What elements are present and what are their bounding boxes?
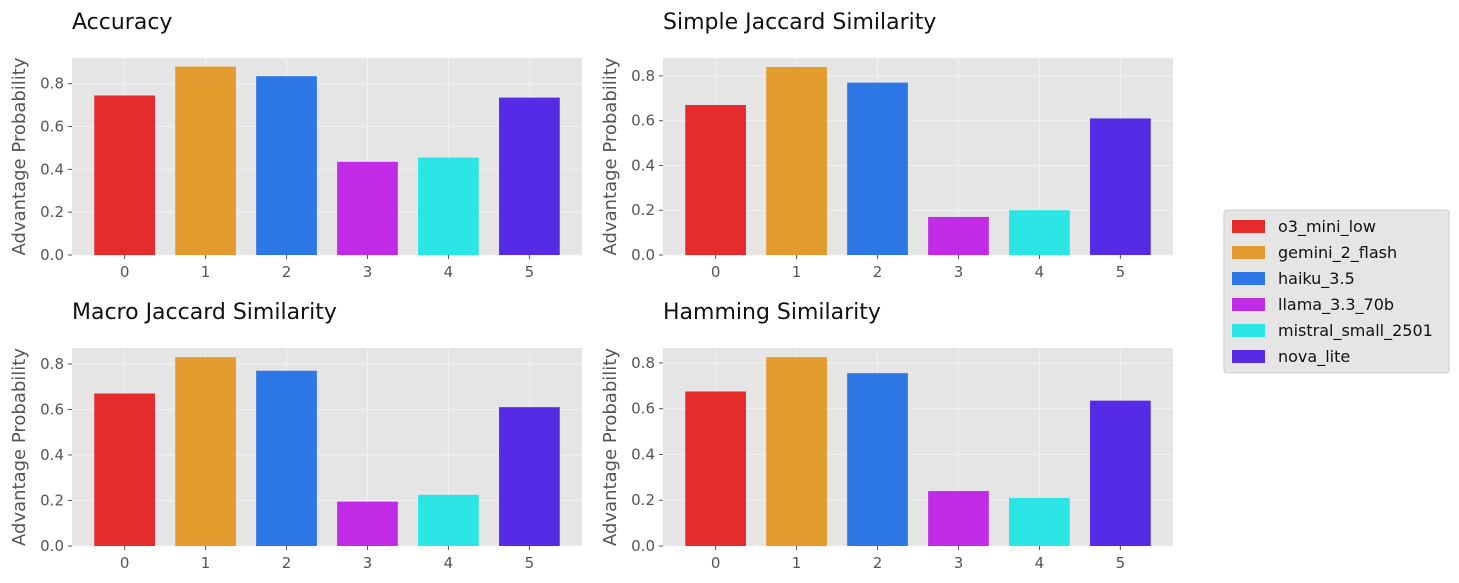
bar-5 [499, 97, 560, 255]
legend-label-0: o3_mini_low [1278, 217, 1376, 237]
y-tick-label: 0.8 [40, 355, 64, 373]
x-tick-label: 0 [711, 554, 721, 572]
x-tick-label: 5 [1116, 263, 1126, 281]
bar-1 [766, 357, 827, 546]
x-tick-label: 2 [873, 263, 883, 281]
y-tick-label: 0.0 [40, 537, 64, 555]
chart-title: Macro Jaccard Similarity [72, 300, 337, 325]
bar-2 [256, 76, 317, 256]
bar-1 [175, 66, 236, 255]
legend-label-4: mistral_small_2501 [1278, 321, 1433, 341]
y-tick-label: 0.0 [631, 537, 655, 555]
bar-5 [1090, 118, 1151, 256]
plot-area-0 [72, 58, 582, 255]
y-tick-label: 0.6 [40, 118, 64, 136]
x-tick-label: 3 [363, 554, 373, 572]
x-tick-label: 2 [873, 554, 883, 572]
legend-label-2: haiku_3.5 [1278, 269, 1355, 289]
x-tick-label: 5 [525, 263, 535, 281]
bar-2 [256, 370, 317, 546]
x-tick-label: 4 [1035, 263, 1045, 281]
y-axis-label: Advantage Probability [9, 348, 30, 546]
y-tick-label: 0.8 [631, 354, 655, 372]
chart-title: Simple Jaccard Similarity [663, 10, 936, 35]
bar-1 [175, 357, 236, 546]
y-tick-label: 0.0 [40, 246, 64, 264]
x-tick-label: 0 [120, 263, 130, 281]
y-tick-label: 0.4 [631, 156, 655, 174]
bar-4 [1009, 497, 1070, 546]
x-tick-label: 3 [954, 263, 964, 281]
bar-3 [337, 161, 398, 255]
legend-label-1: gemini_2_flash [1278, 243, 1397, 263]
bar-2 [847, 82, 908, 255]
y-tick-label: 0.0 [631, 246, 655, 264]
x-tick-label: 4 [444, 554, 454, 572]
bar-3 [928, 216, 989, 255]
bar-3 [337, 501, 398, 546]
x-tick-label: 1 [201, 554, 211, 572]
legend-swatch-0 [1232, 220, 1265, 233]
y-tick-label: 0.2 [631, 491, 655, 509]
bar-2 [847, 373, 908, 546]
y-tick-label: 0.2 [40, 203, 64, 221]
x-tick-label: 5 [525, 554, 535, 572]
bar-4 [418, 157, 479, 255]
x-tick-label: 2 [282, 554, 292, 572]
legend-label-5: nova_lite [1278, 347, 1350, 367]
bar-0 [685, 391, 746, 546]
bar-3 [928, 491, 989, 546]
y-tick-label: 0.6 [631, 400, 655, 418]
plot-area-2 [72, 348, 582, 546]
plot-area-3 [663, 348, 1173, 546]
y-tick-label: 0.4 [631, 445, 655, 463]
legend-label-3: llama_3.3_70b [1278, 295, 1394, 315]
x-tick-label: 1 [201, 263, 211, 281]
y-axis-label: Advantage Probability [9, 57, 30, 255]
bar-1 [766, 66, 827, 255]
bar-0 [94, 393, 155, 546]
x-tick-label: 0 [120, 554, 130, 572]
bar-0 [685, 105, 746, 256]
y-tick-label: 0.8 [631, 67, 655, 85]
x-tick-label: 1 [792, 263, 802, 281]
y-tick-label: 0.2 [631, 201, 655, 219]
x-tick-label: 0 [711, 263, 721, 281]
x-tick-label: 3 [363, 263, 373, 281]
bar-5 [1090, 400, 1151, 546]
y-tick-label: 0.6 [631, 112, 655, 130]
legend-swatch-4 [1232, 324, 1265, 337]
bar-4 [1009, 210, 1070, 255]
y-tick-label: 0.4 [40, 160, 64, 178]
y-tick-label: 0.8 [40, 75, 64, 93]
x-tick-label: 4 [1035, 554, 1045, 572]
bar-4 [418, 494, 479, 546]
plot-area-1 [663, 58, 1173, 255]
x-tick-label: 2 [282, 263, 292, 281]
y-tick-label: 0.2 [40, 491, 64, 509]
y-axis-label: Advantage Probability [600, 57, 621, 255]
bar-5 [499, 407, 560, 546]
bar-0 [94, 95, 155, 255]
y-tick-label: 0.4 [40, 446, 64, 464]
x-tick-label: 3 [954, 554, 964, 572]
y-tick-label: 0.6 [40, 400, 64, 418]
legend-swatch-2 [1232, 272, 1265, 285]
chart-title: Accuracy [72, 10, 172, 35]
legend-box [1223, 209, 1450, 374]
legend-swatch-3 [1232, 298, 1265, 311]
x-tick-label: 1 [792, 554, 802, 572]
y-axis-label: Advantage Probability [600, 348, 621, 546]
x-tick-label: 5 [1116, 554, 1126, 572]
legend-swatch-5 [1232, 350, 1265, 363]
chart-title: Hamming Similarity [663, 300, 881, 325]
legend-swatch-1 [1232, 246, 1265, 259]
x-tick-label: 4 [444, 263, 454, 281]
